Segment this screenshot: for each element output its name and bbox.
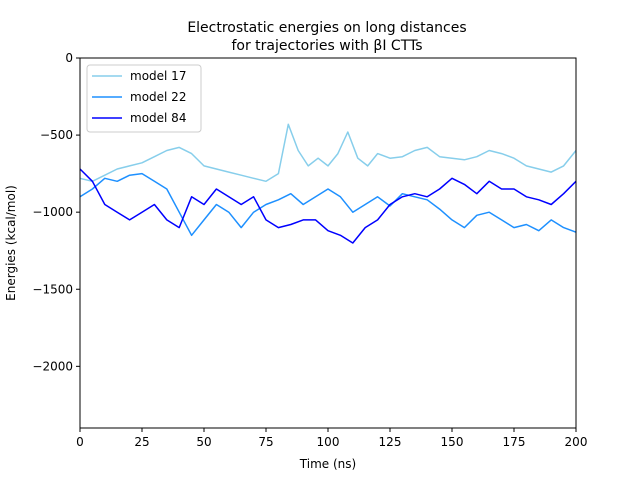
x-tick-label: 175 [503, 435, 526, 449]
x-axis: 0 25 50 75 100 125 150 175 200 [76, 428, 587, 449]
y-tick-label: −500 [40, 128, 73, 142]
series-layer [80, 123, 576, 244]
legend-label: model 17 [130, 69, 186, 83]
x-tick-label: 75 [258, 435, 273, 449]
series-line-model-17 [80, 123, 576, 183]
legend-label: model 22 [130, 90, 186, 104]
y-tick-label: 0 [65, 51, 73, 65]
legend-label: model 84 [130, 111, 186, 125]
x-tick-label: 0 [76, 435, 84, 449]
x-tick-label: 100 [317, 435, 340, 449]
x-tick-label: 125 [379, 435, 402, 449]
y-axis-label: Energies (kcal/mol) [4, 185, 18, 301]
x-axis-label: Time (ns) [299, 457, 356, 471]
series-line-model-22 [80, 172, 576, 237]
x-tick-label: 25 [134, 435, 149, 449]
y-tick-label: −1000 [32, 205, 73, 219]
legend-box [86, 64, 202, 133]
series-line-model-84 [80, 168, 576, 244]
legend: model 17 model 22 model 84 [86, 64, 202, 133]
y-tick-label: −1500 [32, 282, 73, 296]
x-tick-label: 150 [441, 435, 464, 449]
y-tick-label: −2000 [32, 359, 73, 373]
y-axis: 0 −500 −1000 −1500 −2000 [32, 51, 80, 373]
chart-title-line-2: for trajectories with βI CTTs [231, 38, 422, 54]
x-tick-label: 200 [565, 435, 588, 449]
x-tick-label: 50 [196, 435, 211, 449]
chart-title-line-1: Electrostatic energies on long distances [187, 20, 466, 36]
